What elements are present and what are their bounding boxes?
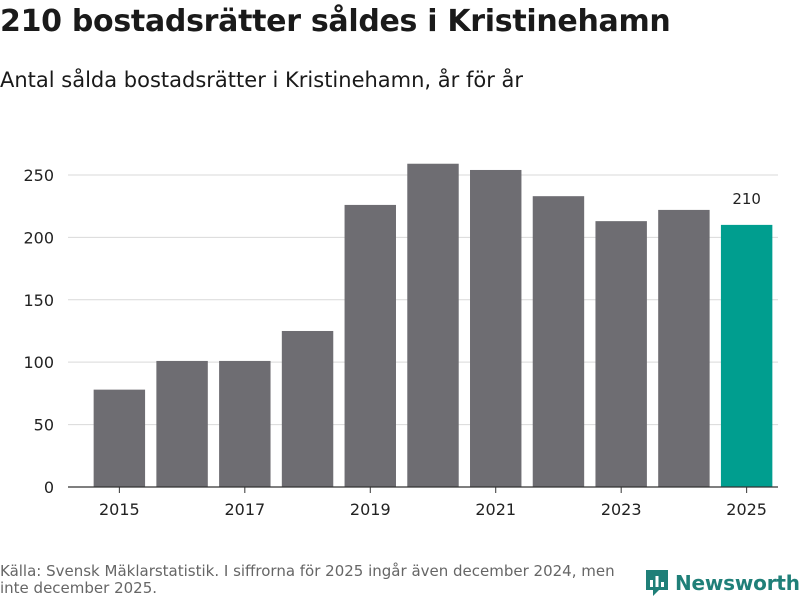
- bar-2019: [344, 204, 396, 487]
- bar-2023: [595, 221, 647, 487]
- x-tick-label: 2023: [601, 500, 642, 519]
- bar-2021: [470, 169, 522, 487]
- chart-subtitle: Antal sålda bostadsrätter i Kristinehamn…: [0, 68, 524, 92]
- y-tick-label: 50: [34, 416, 54, 435]
- newsworthy-logo[interactable]: Newsworthy: [645, 569, 800, 597]
- y-axis-ticks: 0 50 100 150 200 250: [23, 166, 54, 497]
- x-tick-label: 2015: [99, 500, 140, 519]
- data-label-2025: 210: [732, 190, 761, 208]
- newsworthy-icon: [646, 570, 668, 596]
- x-tick-label: 2017: [224, 500, 265, 519]
- y-tick-label: 200: [23, 228, 54, 247]
- y-tick-label: 250: [23, 166, 54, 185]
- bar-chart: 0 50 100 150 200 250 2015 2017 2019 2021 2023 2025…: [23, 163, 778, 519]
- bar-2022: [532, 196, 585, 487]
- data-labels: 210: [732, 190, 761, 208]
- brand-name: Newsworthy: [675, 571, 800, 595]
- bar-2024: [658, 209, 710, 487]
- source-note: Källa: Svensk Mäklarstatistik. I siffror…: [0, 562, 615, 597]
- x-tick-label: 2019: [350, 500, 391, 519]
- bars: [93, 163, 773, 488]
- y-tick-label: 150: [23, 291, 54, 310]
- bar-2025: [720, 224, 773, 487]
- x-axis-ticks: 2015 2017 2019 2021 2023 2025: [99, 487, 767, 519]
- y-tick-label: 100: [23, 353, 54, 372]
- bar-2017: [219, 360, 271, 487]
- chart-title: 210 bostadsrätter såldes i Kristinehamn: [0, 4, 671, 39]
- y-tick-label: 0: [44, 478, 54, 497]
- bar-2015: [93, 389, 146, 487]
- bar-2016: [156, 360, 208, 487]
- bar-2020: [407, 163, 459, 488]
- x-tick-label: 2021: [475, 500, 516, 519]
- x-tick-label: 2025: [726, 500, 767, 519]
- bar-2018: [281, 330, 334, 487]
